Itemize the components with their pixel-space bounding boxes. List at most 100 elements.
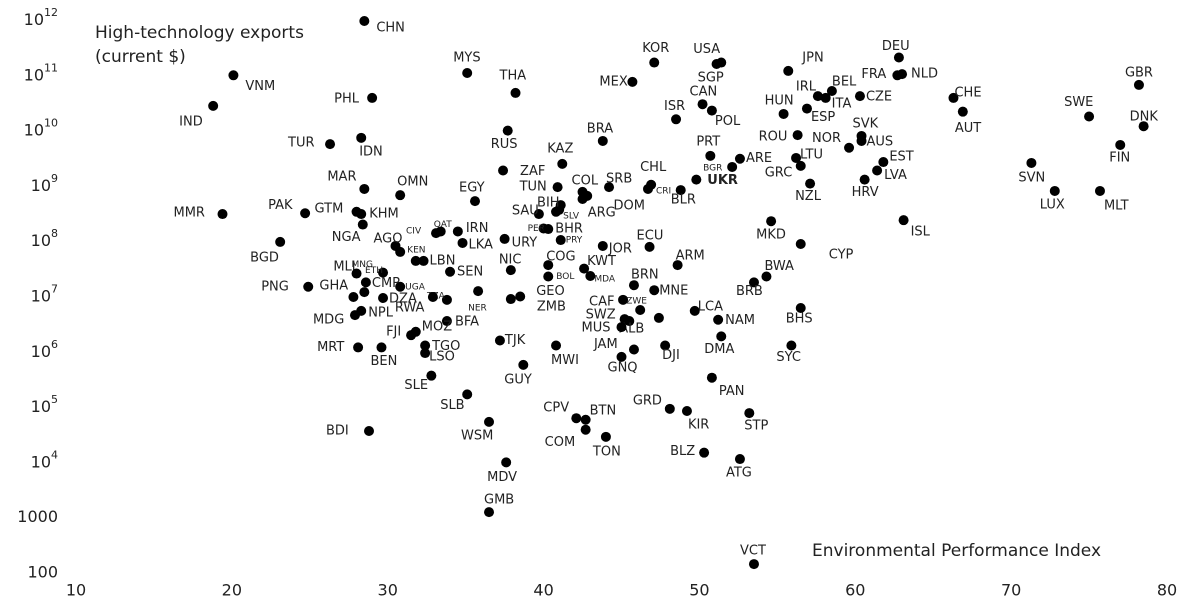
point-label: MYS [453,51,480,66]
point-label: ESP [811,110,835,125]
point-label: CMR [372,276,401,291]
data-point [228,70,239,81]
data-point [706,372,717,383]
point-label: COM [545,435,576,450]
point-label: CAF [589,294,614,309]
point-label: PNG [261,279,289,294]
point-label: MWI [551,353,579,368]
data-point [671,114,682,125]
y-tick-label: 1010 [24,117,58,140]
point-label: AUS [867,134,894,149]
point-label: EGY [459,181,485,196]
data-point [711,59,722,70]
y-tick-label: 100 [27,563,58,582]
y-tick-label: 107 [31,283,58,306]
data-point [783,65,794,76]
point-label: BRA [587,121,613,136]
data-point [628,344,639,355]
data-point [208,100,219,111]
x-tick-label: 50 [689,581,709,600]
data-point [697,99,708,110]
point-label: SLB [440,398,464,413]
point-label: MKD [756,228,786,243]
point-label: SYC [776,350,801,365]
data-point [642,183,653,194]
point-label: PAK [268,198,293,213]
point-label: BHS [786,311,813,326]
data-point [660,340,671,351]
data-point [649,57,660,68]
y-tick-base: 10 [31,452,51,471]
point-label: MOZ [422,319,452,334]
point-label: TJK [504,333,526,348]
data-point [410,255,421,266]
point-label: CIV [406,227,422,237]
point-label: MAR [327,169,356,184]
point-label: SLV [563,211,580,221]
data-point [585,270,596,281]
data-point [473,286,484,297]
point-label: NPL [368,305,394,320]
point-label: BGR [703,163,722,173]
point-label: PRY [566,236,583,246]
point-label: VNM [245,79,275,94]
point-label: RWA [395,300,425,315]
point-label: MRT [317,340,344,355]
point-label: ETH [365,266,383,276]
data-point [635,305,646,316]
data-point [300,208,311,219]
y-tick-label: 108 [31,227,58,250]
data-point [571,413,582,424]
point-label: SVN [1018,170,1045,185]
data-point [502,125,513,136]
y-tick-label: 106 [31,338,58,361]
data-point [351,268,362,279]
data-point [378,292,389,303]
data-point [543,260,554,271]
point-label: JOR [608,241,632,256]
data-point [353,342,364,353]
y-tick-exponent: 7 [51,283,58,296]
data-point [427,291,438,302]
data-point [420,348,431,359]
data-point [555,235,566,246]
point-label: BRN [631,268,659,283]
data-point [644,241,655,252]
data-point [359,183,370,194]
data-point [795,302,806,313]
point-label: GTM [315,201,344,216]
point-label: DZA [389,291,417,306]
point-label: GMB [484,493,514,508]
data-point [348,291,359,302]
data-point [675,185,686,196]
point-label: THA [499,68,527,83]
point-label: ZAF [520,164,545,179]
data-point [582,190,593,201]
point-label: HUN [765,93,794,108]
point-label: LSO [429,350,455,365]
point-label: ROU [759,130,788,145]
data-point [856,135,867,146]
data-point [1084,111,1095,122]
point-label: OMN [397,175,428,190]
point-label: IRL [796,80,817,95]
data-point [681,406,692,417]
y-tick-base: 10 [24,120,44,139]
point-label: NLD [911,67,938,82]
y-tick-base: 10 [31,341,51,360]
point-label: HRV [852,185,879,200]
point-label: FJI [386,325,401,340]
data-point [501,457,512,468]
point-label: SAU [512,204,539,219]
point-label: SGP [698,71,724,86]
point-label: BOL [556,272,574,282]
data-point [367,92,378,103]
point-label: CHL [640,160,667,175]
data-point [426,370,437,381]
y-tick-label: 1011 [24,61,58,84]
data-point [1049,185,1060,196]
point-label: SWE [1064,95,1093,110]
y-tick-exponent: 11 [44,61,58,74]
data-point [484,416,495,427]
y-tick-exponent: 12 [44,6,58,19]
